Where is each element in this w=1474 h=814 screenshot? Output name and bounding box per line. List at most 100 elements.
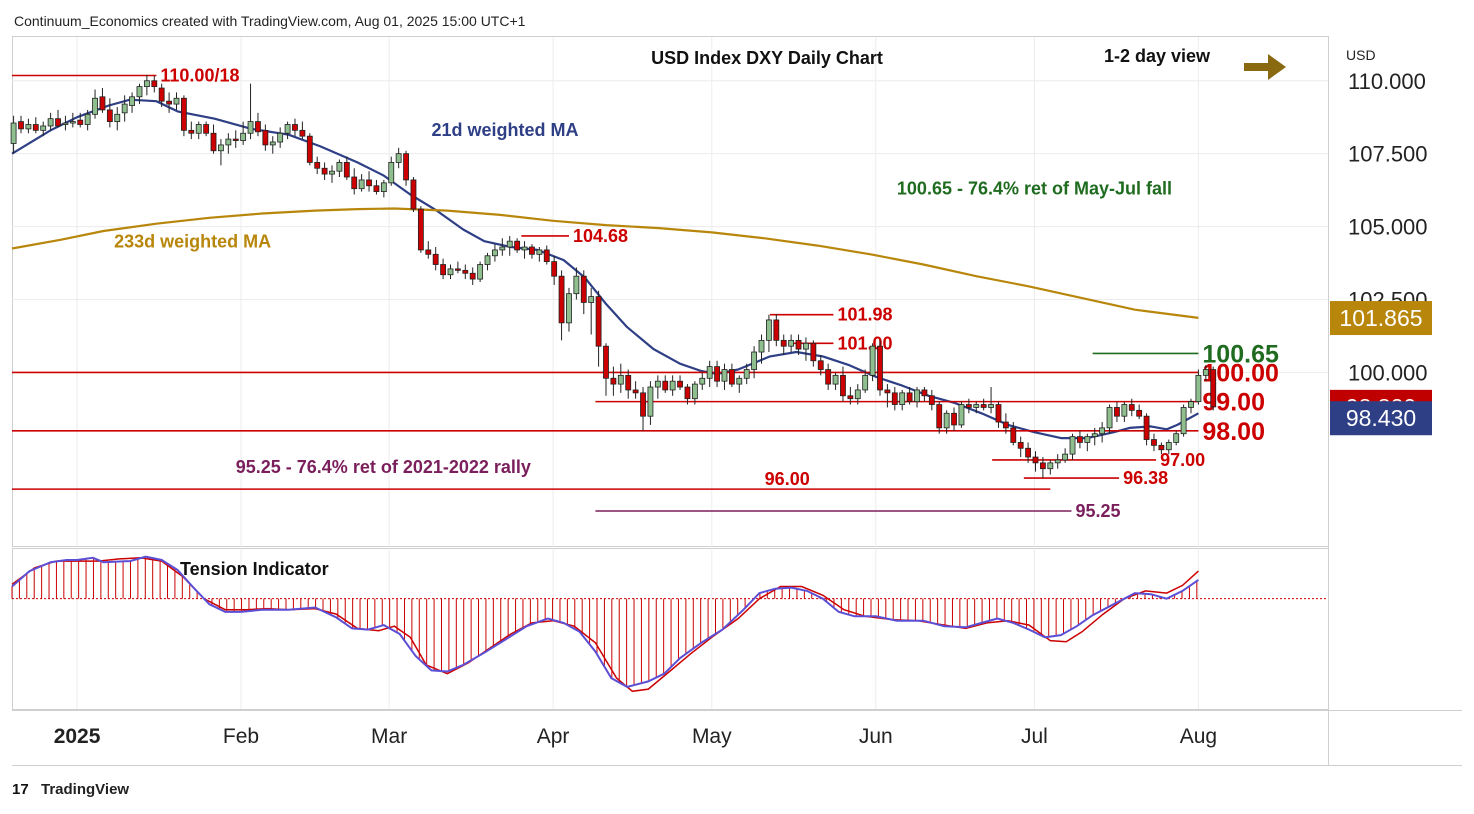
- candle-body: [299, 129, 306, 137]
- candle: [366, 171, 372, 192]
- candle: [1106, 404, 1113, 434]
- candle: [788, 334, 795, 353]
- candle-body: [980, 404, 987, 408]
- candle-body: [891, 392, 898, 405]
- candle: [566, 287, 572, 332]
- candle: [1077, 430, 1083, 449]
- candle-body: [751, 351, 758, 370]
- candle-body: [521, 246, 528, 251]
- candle: [995, 401, 1002, 428]
- candle-body: [573, 275, 580, 295]
- candle: [462, 264, 469, 280]
- candle: [869, 343, 876, 382]
- candle: [551, 255, 558, 285]
- candle-body: [817, 360, 824, 370]
- candle-body: [195, 124, 202, 134]
- candle-body: [232, 138, 239, 141]
- candle: [62, 115, 69, 131]
- candle-body: [921, 389, 928, 397]
- candle-body: [1136, 409, 1143, 417]
- candle: [1173, 430, 1180, 446]
- candle: [610, 366, 617, 396]
- candle-body: [780, 339, 787, 347]
- x-tick-label: May: [692, 725, 732, 748]
- x-tick-label: Jun: [859, 725, 893, 748]
- candle: [914, 387, 920, 408]
- candle-body: [877, 345, 883, 391]
- candle: [314, 156, 321, 175]
- candle: [862, 369, 869, 393]
- candle: [536, 247, 543, 262]
- candle-body: [928, 395, 935, 405]
- candles-layer: [10, 74, 1217, 479]
- candle: [743, 363, 750, 385]
- candle-body: [284, 124, 291, 134]
- candle: [255, 112, 261, 137]
- candle-body: [1143, 415, 1150, 440]
- candle-body: [810, 342, 817, 362]
- x-tick-label: 2025: [54, 725, 101, 748]
- level-label: 96.38: [1123, 468, 1168, 488]
- candle-body: [1180, 407, 1187, 435]
- candle: [521, 241, 528, 259]
- candle: [1128, 398, 1135, 417]
- candle: [99, 88, 106, 113]
- candle: [617, 363, 624, 393]
- candle: [1069, 433, 1076, 460]
- x-tick-label: Jul: [1021, 725, 1048, 748]
- candle-body: [936, 404, 943, 429]
- candle-body: [358, 179, 365, 190]
- candle: [351, 168, 358, 195]
- candle-body: [1099, 427, 1106, 435]
- candle: [558, 270, 565, 341]
- candle: [121, 95, 128, 122]
- candle-body: [684, 386, 691, 400]
- candle: [721, 363, 728, 390]
- candle: [669, 375, 676, 396]
- candle-body: [588, 296, 595, 303]
- candle: [203, 121, 210, 137]
- candle: [751, 346, 758, 379]
- candle-body: [262, 129, 269, 146]
- level-label: 98.00: [1202, 418, 1265, 446]
- x-tick-label: Apr: [537, 725, 570, 748]
- candle-body: [84, 113, 91, 125]
- candle: [499, 238, 506, 256]
- candle-body: [47, 118, 54, 127]
- candle-body: [336, 162, 343, 172]
- candle-body: [425, 249, 432, 255]
- candle-body: [447, 268, 454, 276]
- candle-body: [1188, 401, 1194, 408]
- candle: [699, 372, 706, 390]
- candle-body: [388, 162, 395, 184]
- candle-body: [166, 100, 173, 105]
- tension-indicator-layer: [11, 555, 1328, 693]
- candle-body: [432, 253, 439, 265]
- candle: [573, 267, 580, 300]
- candle-body: [965, 404, 972, 408]
- candle-body: [958, 404, 965, 426]
- candle: [84, 109, 91, 131]
- level-label: 97.00: [1160, 450, 1205, 470]
- candle: [1002, 413, 1009, 434]
- candle-body: [743, 369, 750, 379]
- candle-body: [1091, 433, 1098, 438]
- chart-annotation: 95.25 - 76.4% ret of 2021-2022 rally: [236, 457, 531, 477]
- candle-body: [988, 404, 994, 408]
- candle-body: [914, 389, 920, 403]
- candle-body: [395, 153, 402, 163]
- candle: [691, 381, 698, 405]
- pane-frames: [12, 36, 1462, 766]
- candle-body: [1017, 442, 1024, 449]
- candle: [625, 369, 632, 399]
- candle-body: [92, 97, 98, 115]
- candle: [884, 384, 891, 408]
- candle: [180, 95, 187, 137]
- candle: [1195, 369, 1202, 405]
- candle-body: [551, 261, 558, 277]
- candle: [958, 401, 965, 428]
- candle: [899, 389, 906, 411]
- candle: [765, 314, 772, 353]
- candle: [343, 156, 350, 180]
